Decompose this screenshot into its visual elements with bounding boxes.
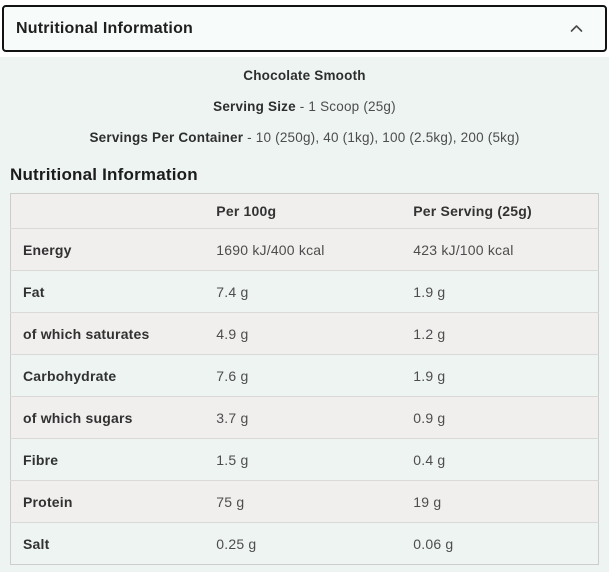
per-100g-value: 0.25 g xyxy=(216,535,257,552)
per-serving-value: 1.9 g xyxy=(413,270,599,313)
table-row: Energy 1690 kJ/400 kcal 423 kJ/100 kcal xyxy=(10,228,599,271)
nutritional-information-accordion-header[interactable]: Nutritional Information xyxy=(2,5,607,52)
per-100g-value: 1690 kJ/400 kcal xyxy=(216,228,414,271)
table-row: Salt 0.25 g 0.06 g xyxy=(11,523,599,565)
table-corner-cell xyxy=(10,193,217,229)
per-100g-value: 7.4 g xyxy=(216,270,414,313)
row-label: of which saturates xyxy=(10,312,217,355)
table-header-row: Per 100g Per Serving (25g) xyxy=(10,193,599,229)
column-header-per-serving: Per Serving (25g) xyxy=(413,193,599,229)
row-label: Salt xyxy=(23,535,50,552)
table-row: Carbohydrate 7.6 g 1.9 g xyxy=(10,354,599,397)
per-serving-value: 423 kJ/100 kcal xyxy=(413,228,599,271)
chevron-up-icon[interactable] xyxy=(570,24,583,33)
per-100g-value: 1.5 g xyxy=(216,438,414,481)
servings-per-container-value: - 10 (250g), 40 (1kg), 100 (2.5kg), 200 … xyxy=(247,130,520,145)
per-100g-value: 75 g xyxy=(216,480,414,523)
servings-per-container-line: Servings Per Container - 10 (250g), 40 (… xyxy=(0,130,609,145)
row-label: Carbohydrate xyxy=(10,354,217,397)
serving-size-line: Serving Size - 1 Scoop (25g) xyxy=(0,99,609,114)
per-serving-value: 19 g xyxy=(413,480,599,523)
table-row: of which sugars 3.7 g 0.9 g xyxy=(10,396,599,439)
per-100g-value: 3.7 g xyxy=(216,396,414,439)
servings-per-container-label: Servings Per Container xyxy=(89,130,244,145)
nutritional-information-panel: Chocolate Smooth Serving Size - 1 Scoop … xyxy=(0,57,609,572)
per-serving-value: 0.9 g xyxy=(413,396,599,439)
serving-size-value: - 1 Scoop (25g) xyxy=(299,99,396,114)
serving-size-label: Serving Size xyxy=(213,99,296,114)
per-serving-value: 0.06 g xyxy=(413,535,454,552)
flavor-name: Chocolate Smooth xyxy=(243,68,366,83)
table-row: of which saturates 4.9 g 1.2 g xyxy=(10,312,599,355)
per-100g-value: 7.6 g xyxy=(216,354,414,397)
row-label: of which sugars xyxy=(10,396,217,439)
per-serving-value: 0.4 g xyxy=(413,438,599,481)
per-serving-value: 1.2 g xyxy=(413,312,599,355)
row-label: Energy xyxy=(10,228,217,271)
per-serving-value: 1.9 g xyxy=(413,354,599,397)
table-row: Fat 7.4 g 1.9 g xyxy=(10,270,599,313)
nutrition-table: Per 100g Per Serving (25g) Energy 1690 k… xyxy=(10,193,599,565)
row-label: Fibre xyxy=(10,438,217,481)
table-row: Fibre 1.5 g 0.4 g xyxy=(10,438,599,481)
nutrition-table-heading: Nutritional Information xyxy=(10,165,198,184)
table-row: Protein 75 g 19 g xyxy=(10,480,599,523)
row-label: Fat xyxy=(10,270,217,313)
column-header-per-100g: Per 100g xyxy=(216,193,414,229)
per-100g-value: 4.9 g xyxy=(216,312,414,355)
accordion-title: Nutritional Information xyxy=(16,19,194,37)
row-label: Protein xyxy=(10,480,217,523)
